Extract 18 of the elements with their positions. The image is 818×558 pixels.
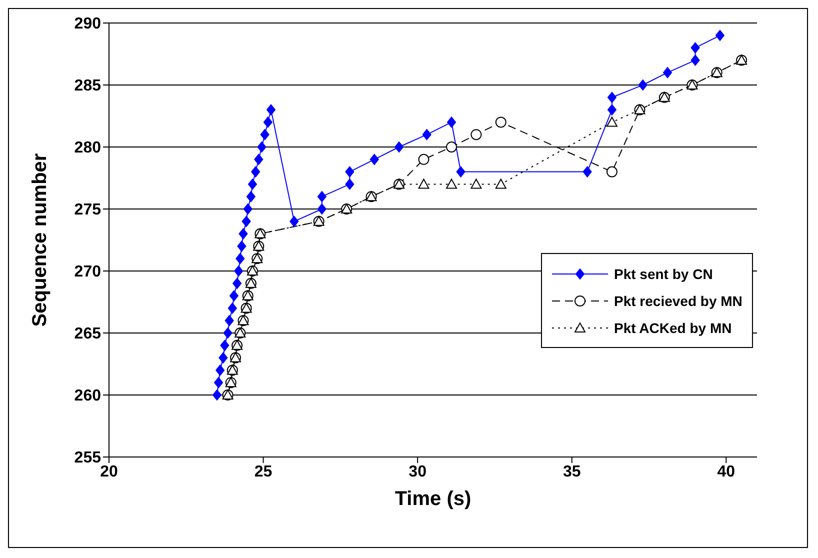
x-tick-label: 20	[100, 463, 118, 480]
y-tick-label: 290	[74, 16, 102, 33]
legend-label: Pkt ACKed by MN	[614, 320, 732, 336]
x-tick-label: 35	[562, 463, 581, 480]
y-tick-label: 285	[74, 78, 102, 95]
x-axis-title: Time (s)	[394, 488, 472, 510]
legend-label: Pkt recieved by MN	[614, 292, 742, 308]
y-tick-label: 260	[74, 388, 102, 405]
y-tick-label: 270	[74, 264, 102, 281]
y-tick-label: 275	[74, 202, 102, 219]
x-tick-label: 40	[717, 463, 736, 480]
y-tick-label: 280	[74, 140, 102, 157]
y-tick-label: 255	[74, 450, 102, 467]
y-axis-title: Sequence number	[29, 153, 52, 327]
y-tick-label: 265	[74, 326, 102, 343]
x-tick-label: 25	[254, 463, 272, 480]
legend-label: Pkt sent by CN	[614, 266, 713, 282]
x-tick-label: 30	[408, 463, 427, 480]
